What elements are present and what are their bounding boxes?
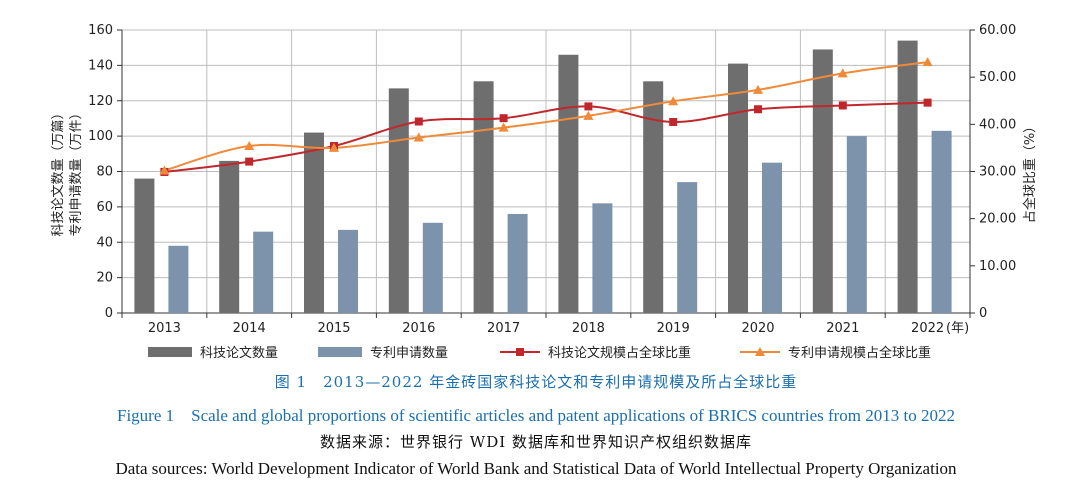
marker-patent-share xyxy=(159,165,170,175)
bar-patents xyxy=(931,130,952,313)
right-axis-tick-label: 50.00 xyxy=(979,70,1016,85)
figure-caption-cn: 图 1 2013—2022 年金砖国家科技论文和专利申请规模及所占全球比重 xyxy=(274,373,798,391)
line-patent-share xyxy=(164,61,928,172)
line-article-share xyxy=(164,101,928,173)
right-axis-tick-label: 10.00 xyxy=(979,259,1016,274)
x-axis-tick-label: 2015 xyxy=(317,321,350,336)
x-axis-tick-label: 2014 xyxy=(233,321,266,336)
x-axis-tick-label: 2019 xyxy=(657,321,690,336)
bar-patents xyxy=(422,222,443,313)
legend-swatch xyxy=(148,347,192,357)
x-axis-unit-label: (年) xyxy=(946,321,969,336)
bar-patents xyxy=(338,229,358,313)
left-axis-title-line1: 科技论文数量（万篇） xyxy=(51,106,66,236)
bar-articles xyxy=(643,81,664,313)
marker-patent-share xyxy=(329,142,339,152)
source-note-cn: 数据来源：世界银行 WDI 数据库和世界知识产权组织数据库 xyxy=(320,433,752,451)
left-axis-tick-label: 0 xyxy=(105,306,113,321)
x-axis-tick-label: 2016 xyxy=(402,321,435,336)
marker-patent-share xyxy=(583,110,594,120)
legend-label: 专利申请数量 xyxy=(370,346,448,361)
left-axis-tick-label: 100 xyxy=(88,129,113,144)
marker-patent-share xyxy=(837,68,848,78)
marker-patent-share xyxy=(922,57,933,67)
bar-patents xyxy=(677,182,698,313)
x-axis-tick-label: 2022 xyxy=(911,321,944,336)
bar-articles xyxy=(304,132,324,313)
bar-articles xyxy=(388,88,409,314)
marker-article-share xyxy=(669,117,678,126)
legend-label: 专利申请规模占全球比重 xyxy=(788,345,931,361)
left-axis-tick-label: 60 xyxy=(96,200,113,215)
bar-patents xyxy=(846,136,867,313)
x-axis-tick-label: 2020 xyxy=(741,321,774,336)
bar-patents xyxy=(592,203,613,313)
left-axis-tick-label: 140 xyxy=(88,58,113,73)
x-axis-tick-label: 2021 xyxy=(826,321,859,336)
right-axis-tick-label: 40.00 xyxy=(979,117,1016,132)
marker-patent-share xyxy=(498,122,509,132)
bar-patents xyxy=(507,213,528,313)
marker-article-share xyxy=(499,114,508,123)
marker-patent-share xyxy=(668,96,679,106)
right-axis-tick-label: 20.00 xyxy=(979,212,1016,227)
bar-patents xyxy=(168,245,189,313)
x-axis-tick-label: 2018 xyxy=(572,321,605,336)
bar-articles xyxy=(812,49,833,314)
right-axis-tick-label: 0 xyxy=(979,306,987,321)
x-axis-tick-label: 2017 xyxy=(487,321,520,336)
bar-articles xyxy=(219,160,240,313)
bar-articles xyxy=(473,81,494,313)
bar-articles xyxy=(897,40,918,314)
source-note-en: Data sources: World Development Indicato… xyxy=(115,459,957,478)
legend-label: 科技论文规模占全球比重 xyxy=(548,345,691,361)
marker-article-share xyxy=(838,101,847,110)
legend-label: 科技论文数量 xyxy=(200,346,278,361)
left-axis-tick-label: 20 xyxy=(96,271,113,286)
left-axis-tick-label: 80 xyxy=(96,165,113,180)
legend-marker xyxy=(516,348,524,356)
legend-swatch xyxy=(318,347,362,357)
bar-articles xyxy=(728,63,748,314)
marker-article-share xyxy=(754,105,762,114)
left-axis-tick-label: 120 xyxy=(88,94,113,109)
bar-patents xyxy=(253,231,274,313)
right-axis-tick-label: 30.00 xyxy=(979,165,1016,180)
marker-patent-share xyxy=(413,132,424,142)
left-axis-tick-label: 40 xyxy=(96,235,113,250)
right-axis-tick-label: 60.00 xyxy=(979,23,1016,38)
bar-articles xyxy=(558,54,579,313)
right-axis-title: 占全球比重（%） xyxy=(1022,120,1038,223)
left-axis-tick-label: 160 xyxy=(88,23,113,38)
marker-article-share xyxy=(584,102,593,111)
bar-patents xyxy=(762,162,782,313)
marker-patent-share xyxy=(244,141,255,151)
x-axis-tick-label: 2013 xyxy=(148,321,181,336)
legend-marker xyxy=(755,347,765,356)
marker-article-share xyxy=(245,157,254,166)
marker-patent-share xyxy=(753,84,763,94)
left-axis-title-line2: 专利申请数量（万件） xyxy=(69,106,84,236)
marker-article-share xyxy=(923,98,932,107)
marker-article-share xyxy=(414,117,423,126)
figure-caption-en: Figure 1 Scale and global proportions of… xyxy=(116,406,956,425)
bar-articles xyxy=(134,178,155,313)
chart: 0 20 40 60 80 100 120 140 160 0 10.00 20.00 30.00 40.… xyxy=(51,23,1038,361)
